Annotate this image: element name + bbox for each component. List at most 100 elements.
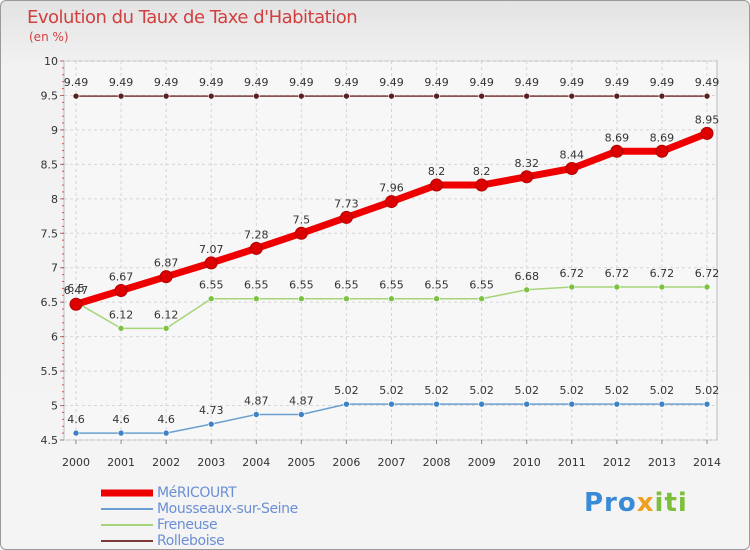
legend-swatch	[101, 540, 153, 542]
data-point-m-ricourt	[294, 226, 308, 240]
legend-label: Rolleboise	[157, 533, 225, 549]
data-label-mousseaux-sur-seine: 4.73	[199, 404, 224, 417]
data-point-mousseaux-sur-seine	[523, 400, 531, 408]
data-label-m-ricourt: 7.96	[379, 182, 404, 195]
data-label-freneuse: 6.12	[154, 308, 179, 321]
y-tick-label: 7.5	[41, 227, 59, 240]
brand-logo: Proxiti	[584, 488, 688, 518]
label-layer: 9.49 9.49 9.49 9.49 9.49 9.49 9.49 9.49 9.49 9.49…	[64, 76, 720, 426]
chart-unit-label: (en %)	[29, 30, 69, 44]
data-point-rolleboise	[72, 92, 80, 100]
x-tick-label: 2007	[378, 456, 406, 469]
data-label-freneuse: 6.55	[199, 279, 224, 292]
data-label-m-ricourt: 8.69	[605, 131, 630, 144]
y-tick-label: 6.5	[41, 296, 59, 309]
data-label-rolleboise: 9.49	[244, 76, 269, 89]
x-tick-label: 2001	[107, 456, 135, 469]
data-label-m-ricourt: 8.69	[650, 131, 675, 144]
data-point-mousseaux-sur-seine	[478, 400, 485, 408]
data-point-freneuse	[252, 295, 260, 303]
data-label-mousseaux-sur-seine: 4.6	[157, 413, 175, 426]
data-point-m-ricourt	[69, 297, 83, 311]
data-point-rolleboise	[568, 92, 576, 100]
data-label-freneuse: 6.12	[109, 308, 134, 321]
data-label-mousseaux-sur-seine: 5.02	[560, 384, 585, 397]
data-point-freneuse	[523, 286, 531, 294]
data-point-rolleboise	[388, 92, 395, 100]
data-label-rolleboise: 9.49	[64, 76, 89, 89]
data-label-m-ricourt: 8.2	[428, 165, 446, 178]
legend-item-rolleboise: Rolleboise	[101, 533, 298, 549]
x-tick-label: 2005	[287, 456, 315, 469]
data-label-rolleboise: 9.49	[514, 76, 539, 89]
series-layer	[69, 92, 714, 437]
data-label-m-ricourt: 8.2	[473, 165, 491, 178]
legend-label: Freneuse	[157, 517, 218, 533]
data-label-rolleboise: 9.49	[424, 76, 449, 89]
data-label-mousseaux-sur-seine: 5.02	[379, 384, 404, 397]
x-tick-label: 2010	[513, 456, 541, 469]
data-point-mousseaux-sur-seine	[658, 400, 666, 408]
data-point-mousseaux-sur-seine	[72, 429, 80, 437]
y-tick-label: 4.5	[41, 434, 59, 447]
brand-part-2: x	[636, 488, 655, 518]
data-label-freneuse: 6.55	[334, 279, 359, 292]
data-point-rolleboise	[162, 92, 170, 100]
data-point-mousseaux-sur-seine	[252, 411, 260, 418]
data-point-m-ricourt	[249, 241, 263, 255]
data-point-m-ricourt	[339, 210, 353, 224]
data-label-rolleboise: 9.49	[560, 76, 585, 89]
data-point-freneuse	[478, 295, 485, 303]
data-label-freneuse: 6.72	[605, 267, 630, 280]
y-tick-label: 5.5	[41, 365, 59, 378]
data-label-mousseaux-sur-seine: 4.87	[289, 395, 314, 408]
data-label-mousseaux-sur-seine: 5.02	[424, 384, 449, 397]
data-point-freneuse	[343, 295, 350, 303]
data-point-freneuse	[207, 295, 215, 303]
axis-layer: 4.5 5 5.5 6 6.5 7 7.5 8 8.5 9 9.5 10 2000 2001 2002 200…	[41, 55, 722, 469]
data-point-rolleboise	[343, 92, 350, 100]
data-label-rolleboise: 9.49	[605, 76, 630, 89]
data-label-freneuse: 6.68	[514, 270, 539, 283]
data-label-rolleboise: 9.49	[650, 76, 675, 89]
data-label-rolleboise: 9.49	[199, 76, 224, 89]
data-point-rolleboise	[703, 92, 711, 100]
data-point-rolleboise	[613, 92, 621, 100]
y-tick-label: 9	[51, 124, 58, 137]
data-point-m-ricourt	[385, 195, 398, 209]
data-label-mousseaux-sur-seine: 4.6	[112, 413, 130, 426]
data-label-rolleboise: 9.49	[109, 76, 134, 89]
data-label-freneuse: 6.55	[289, 279, 314, 292]
plot-area	[63, 60, 718, 441]
legend-item-freneuse: Freneuse	[101, 517, 298, 533]
data-label-m-ricourt: 8.95	[695, 113, 720, 126]
data-point-freneuse	[703, 283, 711, 291]
data-label-freneuse: 6.55	[469, 279, 494, 292]
data-point-m-ricourt	[430, 178, 444, 192]
x-tick-label: 2013	[648, 456, 676, 469]
y-tick-label: 7	[51, 262, 58, 275]
x-tick-label: 2003	[197, 456, 225, 469]
data-label-freneuse: 6.5	[67, 282, 85, 295]
y-tick-label: 10	[44, 55, 58, 68]
data-label-m-ricourt: 7.73	[334, 197, 359, 210]
data-point-m-ricourt	[159, 270, 173, 284]
legend-label: MéRICOURT	[157, 485, 237, 501]
x-tick-label: 2014	[693, 456, 721, 469]
data-point-m-ricourt	[114, 283, 128, 297]
data-point-mousseaux-sur-seine	[117, 429, 125, 437]
data-label-rolleboise: 9.49	[379, 76, 404, 89]
legend-label: Mousseaux-sur-Seine	[157, 501, 298, 517]
data-label-m-ricourt: 6.87	[154, 257, 179, 270]
x-tick-label: 2008	[423, 456, 451, 469]
x-tick-label: 2011	[558, 456, 586, 469]
data-label-m-ricourt: 8.32	[514, 157, 539, 170]
data-label-freneuse: 6.72	[560, 267, 585, 280]
chart-title: Evolution du Taux de Taxe d'Habitation	[27, 7, 358, 28]
data-point-rolleboise	[523, 92, 531, 100]
data-point-m-ricourt	[565, 161, 579, 175]
data-label-m-ricourt: 7.07	[199, 243, 224, 256]
legend-swatch	[101, 508, 153, 510]
